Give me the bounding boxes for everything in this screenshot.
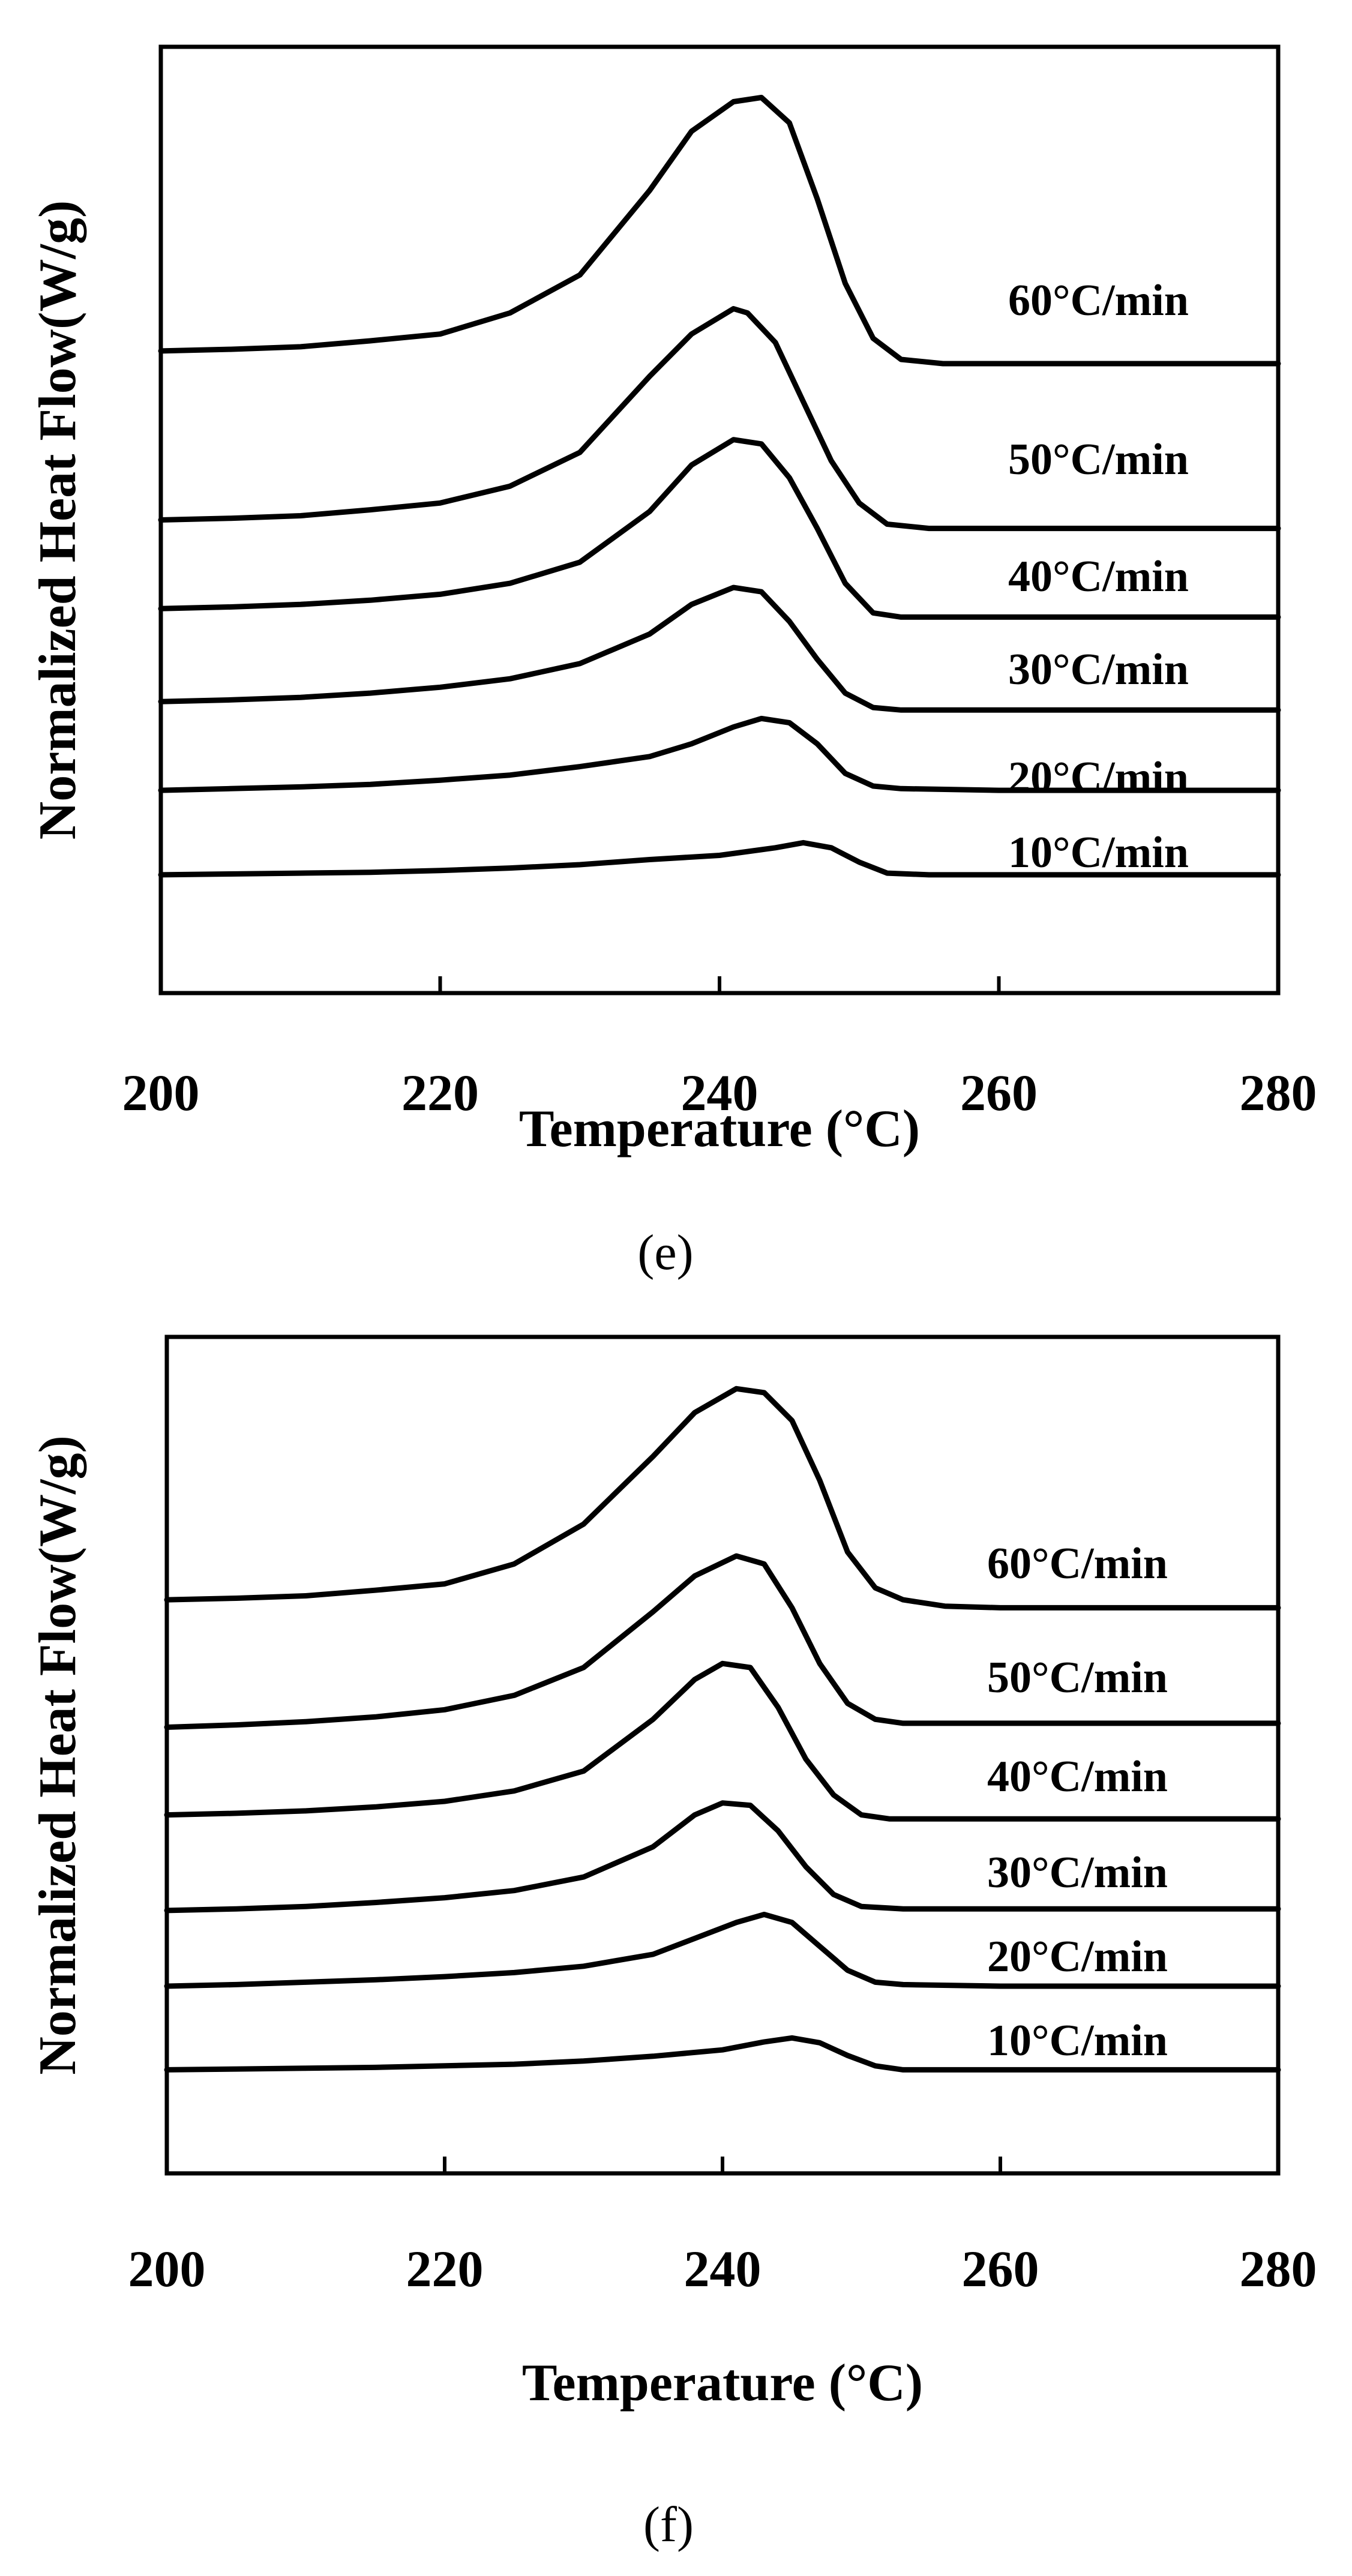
series-curve-60c-min [158, 95, 1281, 367]
x-tick-label: 260 [962, 2240, 1039, 2298]
series-label: 40°C/min [1008, 552, 1189, 601]
panel-caption: (f) [643, 2497, 694, 2553]
series-curve-50c-min [164, 1553, 1281, 1730]
series-curve-50c-min [158, 306, 1281, 532]
series-label: 10°C/min [987, 2016, 1168, 2065]
series-curve-60c-min [164, 1386, 1281, 1611]
series-label: 20°C/min [987, 1932, 1168, 1981]
series-curve-20c-min [164, 1912, 1281, 1989]
series-label: 60°C/min [987, 1539, 1168, 1588]
y-axis-title: Normalized Heat Flow(W/g) [29, 1435, 87, 2075]
x-tick-label: 220 [401, 1064, 479, 1121]
x-tick-label: 280 [1240, 1064, 1317, 1121]
series-label: 50°C/min [987, 1653, 1168, 1702]
x-tick-label: 200 [128, 2240, 206, 2298]
x-tick-label: 280 [1240, 2240, 1317, 2298]
x-tick-label: 220 [406, 2240, 484, 2298]
series-curve-10c-min [158, 839, 1281, 878]
x-axis-title: Temperature (°C) [522, 2354, 923, 2412]
series-curve-40c-min [164, 1660, 1281, 1822]
x-tick-label: 240 [684, 2240, 762, 2298]
series-label: 40°C/min [987, 1752, 1168, 1801]
series-label: 50°C/min [1008, 435, 1189, 484]
series-curve-30c-min [164, 1800, 1281, 1914]
x-tick-label: 200 [122, 1064, 200, 1121]
series-label: 30°C/min [1008, 645, 1189, 694]
x-tick-label: 240 [681, 1064, 759, 1121]
series-label: 30°C/min [987, 1848, 1168, 1897]
x-axis-title: Temperature (°C) [519, 1100, 920, 1158]
series-curve-40c-min [158, 437, 1281, 620]
series-curve-20c-min [158, 715, 1281, 793]
chart-panel-f: 200 220 240 260 280 Temperature (°C) Normalize… [29, 1335, 1317, 2553]
series-label: 10°C/min [1008, 828, 1189, 877]
panel-caption: (e) [637, 1225, 693, 1280]
chart-panel-e: 200 220 240 260 280 Temperature (°C) Normalize… [29, 44, 1317, 1280]
series-curve-10c-min [164, 2035, 1281, 2073]
series-label: 20°C/min [1008, 753, 1189, 802]
x-tick-label: 260 [960, 1064, 1038, 1121]
y-axis-title: Normalized Heat Flow(W/g) [29, 200, 87, 840]
series-curve-30c-min [158, 584, 1281, 713]
series-label: 60°C/min [1008, 276, 1189, 325]
